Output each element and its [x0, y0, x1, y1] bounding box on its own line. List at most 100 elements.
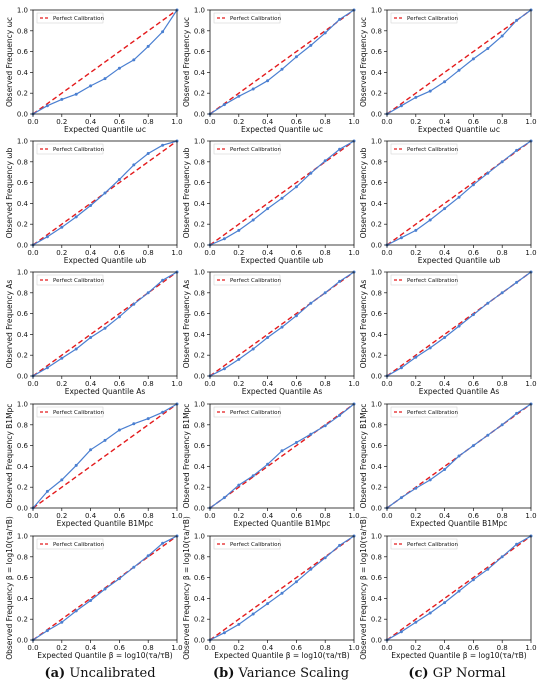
subplot-5-data-point	[486, 171, 490, 175]
subplot-3-x-tick-label: 1.0	[171, 249, 182, 257]
subplot-2-x-tick-label: 0.4	[439, 118, 451, 126]
subplot-9-data-point	[60, 478, 64, 482]
subplot-9-y-tick-label: 1.0	[17, 401, 28, 409]
subplot-2-x-tick-label: 0.0	[381, 118, 392, 126]
subplot-6-data-point	[132, 302, 136, 306]
subplot-14-data-point	[443, 601, 447, 605]
subplot-4-y-tick-label: 0.2	[194, 221, 205, 229]
subplot-9-x-tick-label: 0.6	[114, 512, 126, 520]
subplot-r2-c1: 0.0 0.2 0.4 0.6 0.8 1.0 0.0 0.2 0.4 0.6 0.8 1.0 Expe…	[182, 269, 360, 397]
subplot-7-axes-frame	[209, 271, 355, 377]
subplot-13-y-tick-label: 0.8	[194, 553, 205, 561]
subplot-r1-c2: 0.0 0.2 0.4 0.6 0.8 1.0 0.0 0.2 0.4 0.6 0.8 1.0 Expe…	[359, 138, 537, 266]
subplot-1-data-point	[266, 79, 270, 83]
subplot-4-reference-line	[209, 140, 355, 246]
subplot-13-x-tick-label: 0.2	[233, 644, 244, 652]
subplot-0-data-point	[89, 84, 93, 88]
subplot-13-x-tick-label: 1.0	[348, 644, 359, 652]
subplot-11-y-tick-label: 0.6	[371, 442, 383, 450]
subplot-13-y-axis-label: Observed Frequency β = log10(τa/τB)	[182, 516, 191, 660]
subplot-12-x-tick-label: 1.0	[171, 644, 182, 652]
subplot-12-y-tick-label: 0.2	[17, 616, 28, 624]
subplot-9-axes-frame	[32, 403, 178, 509]
subplot-10-y-tick-label: 0.4	[194, 463, 206, 471]
subplot-4-data-point	[338, 147, 342, 151]
subplot-11-data-point	[443, 468, 447, 471]
subplot-5-y-tick-label: 0.2	[371, 221, 382, 229]
subplot-3-y-axis-label: Observed Frequency ωb	[5, 147, 14, 238]
subplot-5-x-tick-label: 0.4	[439, 249, 451, 257]
subplot-14-data-point	[486, 567, 490, 571]
subplot-0-x-tick-label: 0.8	[143, 118, 154, 126]
subplot-7-data-point	[323, 291, 327, 295]
subplot-2-data-point	[428, 89, 432, 93]
subplot-13-data-point	[338, 543, 342, 547]
subplot-2-x-tick-label: 0.2	[410, 118, 421, 126]
subplot-11-data-point	[457, 454, 461, 458]
subplot-12-x-tick-label: 0.8	[143, 644, 154, 652]
subplot-7-y-tick-label: 0.0	[194, 373, 205, 381]
subplot-r0-c2: 0.0 0.2 0.4 0.6 0.8 1.0 0.0 0.2 0.4 0.6 0.8 1.0 Expe…	[359, 7, 537, 135]
subplot-9-data-point	[117, 428, 121, 432]
caption-a-text: Uncalibrated	[69, 666, 156, 681]
subplot-0-legend-box	[36, 12, 104, 24]
subplot-2-data-point	[414, 95, 418, 99]
subplot-r4-c1: 0.0 0.2 0.4 0.6 0.8 1.00.00.20.40.60.81.0Expe…	[182, 516, 360, 660]
subplot-1-data-point	[294, 55, 298, 59]
subplot-13-x-tick-label: 0.6	[291, 644, 303, 652]
subplot-4-data-point	[294, 185, 298, 189]
subplot-13-y-tick-label: 0.4	[194, 595, 206, 603]
caption-b-letter: (b)	[212, 666, 235, 681]
subplot-4-data-point	[222, 237, 226, 241]
subplot-8-y-tick-label: 0.2	[371, 352, 382, 360]
subplot-6-x-tick-label: 0.4	[85, 380, 97, 388]
subplot-8-x-tick-label: 0.2	[410, 380, 421, 388]
subplot-4-data-point	[280, 196, 284, 200]
subplot-10-legend-box	[213, 406, 281, 418]
subplot-6-axes-frame	[32, 271, 178, 377]
subplot-r3-c1: 0.0 0.2 0.4 0.6 0.8 1.0 0.0 0.2 0.4 0.6 0.8 1.0 Expe…	[182, 401, 360, 529]
subplot-6-data-point	[103, 326, 107, 330]
subplot-3-data-point	[103, 191, 107, 195]
subplot-2-y-tick-label: 0.4	[371, 69, 383, 77]
subplot-8-data-point	[399, 366, 403, 370]
subplot-8-y-axis-label: Observed Frequency As	[359, 280, 368, 369]
subplot-2-legend-label: Perfect Calibration	[407, 16, 458, 22]
subplot-4-x-tick-label: 0.2	[233, 249, 244, 257]
subplot-14-reference-line	[386, 535, 532, 641]
subplot-3-legend-box	[36, 143, 104, 155]
subplot-13-data-point	[237, 622, 241, 626]
subplot-1-legend-box	[213, 12, 281, 24]
subplot-11-data-point	[399, 496, 403, 500]
subplot-9-y-tick-label: 0.4	[17, 463, 29, 471]
subplot-14-data-point	[399, 630, 403, 634]
subplot-8-y-tick-label: 1.0	[371, 269, 382, 277]
subplot-11-x-tick-label: 0.0	[381, 512, 392, 520]
subplot-5-data-point	[515, 148, 519, 152]
subplot-9-data-point	[161, 410, 165, 414]
subplot-7-data-point	[266, 336, 270, 339]
subplot-0-x-tick-label: 1.0	[171, 118, 182, 126]
subplot-3-data-point	[132, 163, 136, 167]
subplot-10-legend-label: Perfect Calibration	[230, 410, 281, 416]
subplot-10-x-tick-label: 0.2	[233, 512, 244, 520]
subplot-13-legend-label: Perfect Calibration	[230, 542, 281, 548]
subplot-4-x-axis-label: Expected Quantile ωb	[241, 256, 324, 265]
subplot-7-legend-box	[213, 274, 281, 286]
subplot-3-data-point	[60, 225, 64, 229]
subplot-4-x-tick-label: 0.4	[262, 249, 274, 257]
subplot-4-data-point	[309, 171, 313, 175]
subplot-13-y-tick-label: 0.6	[194, 574, 206, 582]
subplot-11-data-point	[428, 478, 432, 482]
subplot-12-y-tick-label: 1.0	[17, 533, 28, 541]
subplot-6-legend-box	[36, 274, 104, 286]
subplot-3-x-tick-label: 0.6	[114, 249, 126, 257]
subplot-1-y-tick-label: 0.4	[194, 69, 206, 77]
subplot-4-legend-label: Perfect Calibration	[230, 147, 281, 153]
subplot-2-data-point	[457, 68, 461, 72]
subplot-11-legend-box	[390, 406, 458, 418]
subplot-0-data-point	[132, 58, 136, 62]
subplot-r1-c1: 0.0 0.2 0.4 0.6 0.8 1.0 0.0 0.2 0.4 0.6 0.8 1.0 Expe…	[182, 138, 360, 266]
subplot-0-y-tick-label: 1.0	[17, 7, 28, 15]
subplot-5-data-point	[428, 218, 432, 222]
